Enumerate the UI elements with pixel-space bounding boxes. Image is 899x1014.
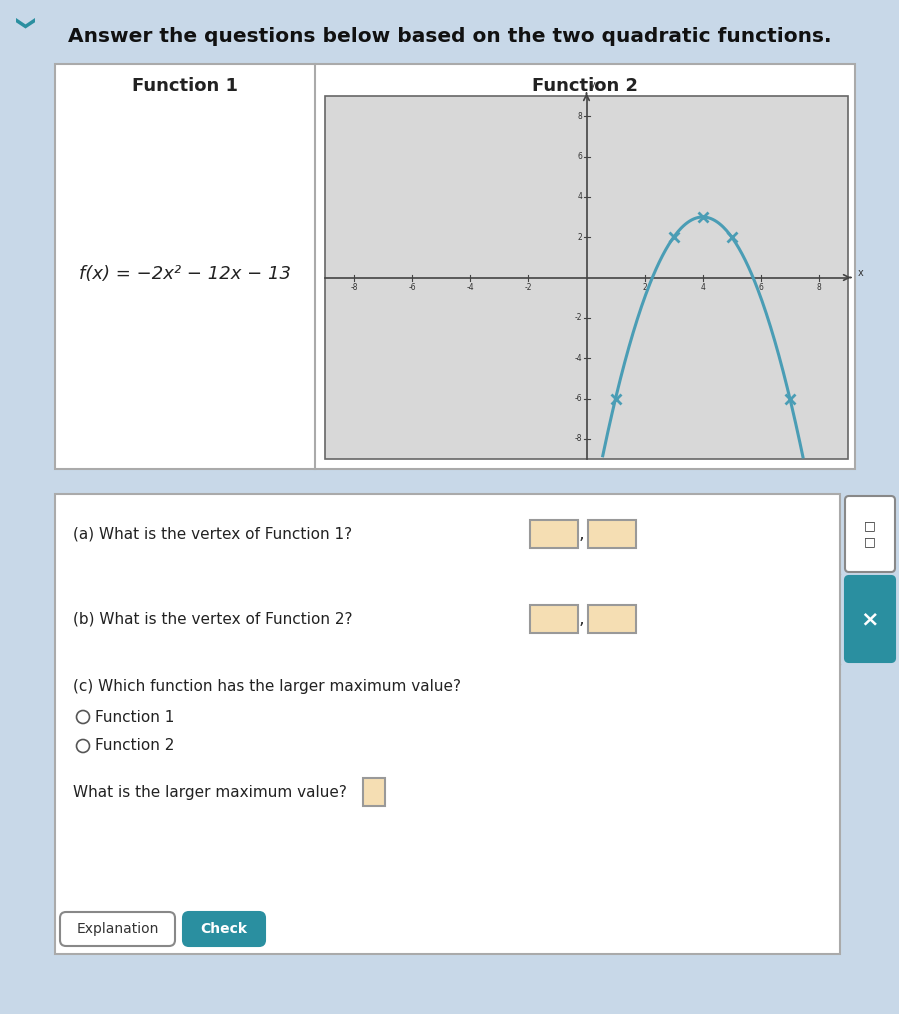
Bar xyxy=(363,778,385,806)
Text: Explanation: Explanation xyxy=(76,922,159,936)
Text: 8: 8 xyxy=(578,112,583,121)
Text: ×: × xyxy=(860,609,879,629)
Bar xyxy=(325,96,848,459)
Text: y: y xyxy=(590,80,595,90)
Text: ,: , xyxy=(578,525,583,544)
Text: Function 1: Function 1 xyxy=(95,710,174,724)
Text: ,: , xyxy=(578,610,583,628)
Text: Function 1: Function 1 xyxy=(132,77,238,95)
Text: 2: 2 xyxy=(578,232,583,241)
Text: -6: -6 xyxy=(408,283,416,291)
Bar xyxy=(55,64,855,469)
Text: 6: 6 xyxy=(759,283,763,291)
FancyBboxPatch shape xyxy=(183,912,265,946)
Bar xyxy=(530,520,578,548)
Text: -4: -4 xyxy=(467,283,474,291)
Text: 4: 4 xyxy=(700,283,705,291)
Text: f(x) = −2x² − 12x − 13: f(x) = −2x² − 12x − 13 xyxy=(79,265,291,283)
Circle shape xyxy=(76,739,90,752)
Text: (a) What is the vertex of Function 1?: (a) What is the vertex of Function 1? xyxy=(73,526,352,541)
Text: Check: Check xyxy=(200,922,247,936)
Text: 2: 2 xyxy=(642,283,647,291)
Text: Answer the questions below based on the two quadratic functions.: Answer the questions below based on the … xyxy=(68,26,832,46)
Text: -2: -2 xyxy=(575,313,583,322)
FancyBboxPatch shape xyxy=(845,576,895,662)
Text: Function 2: Function 2 xyxy=(95,738,174,753)
Text: 4: 4 xyxy=(578,193,583,202)
Text: What is the larger maximum value?: What is the larger maximum value? xyxy=(73,785,347,799)
Text: -2: -2 xyxy=(525,283,532,291)
Bar xyxy=(588,605,636,633)
FancyBboxPatch shape xyxy=(845,496,895,572)
Text: (b) What is the vertex of Function 2?: (b) What is the vertex of Function 2? xyxy=(73,611,352,627)
Bar xyxy=(588,520,636,548)
Text: □: □ xyxy=(864,535,876,549)
Text: x: x xyxy=(858,269,864,279)
Text: -8: -8 xyxy=(575,434,583,443)
Text: -8: -8 xyxy=(351,283,358,291)
Text: -6: -6 xyxy=(574,394,583,403)
Text: -4: -4 xyxy=(574,354,583,363)
Bar xyxy=(530,605,578,633)
Text: Function 2: Function 2 xyxy=(532,77,638,95)
FancyBboxPatch shape xyxy=(60,912,175,946)
Text: 8: 8 xyxy=(816,283,822,291)
Text: ❯: ❯ xyxy=(13,16,31,32)
Text: □: □ xyxy=(864,519,876,532)
Text: (c) Which function has the larger maximum value?: (c) Which function has the larger maximu… xyxy=(73,678,461,694)
Circle shape xyxy=(76,711,90,724)
Text: 6: 6 xyxy=(578,152,583,161)
Bar xyxy=(55,494,840,954)
